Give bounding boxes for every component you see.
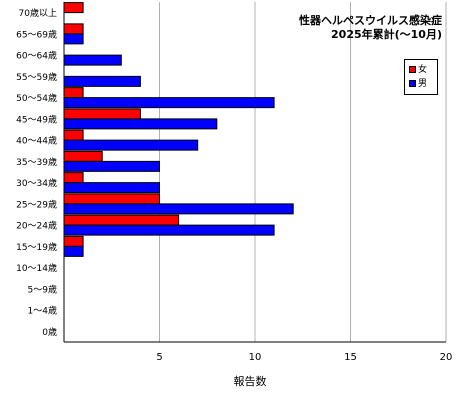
- x-tick-label: 15: [344, 352, 357, 363]
- bar-female: [63, 2, 84, 14]
- bar-female: [63, 172, 84, 184]
- y-tick-label: 65～69歳: [16, 28, 57, 40]
- bar-male: [63, 118, 218, 130]
- x-tick-label: 5: [156, 352, 162, 363]
- y-tick-label: 35～39歳: [16, 156, 57, 168]
- bar-male: [63, 160, 160, 172]
- y-tick-label: 60～64歳: [16, 50, 57, 62]
- bar-male: [63, 224, 275, 236]
- legend-swatch-female: [409, 66, 416, 73]
- y-tick-label: 20～24歳: [16, 220, 57, 232]
- chart-subtitle: 2025年累計(～10月): [331, 28, 442, 41]
- y-tick-label: 30～34歳: [16, 177, 57, 189]
- y-tick-label: 50～54歳: [16, 92, 57, 104]
- bar-male: [63, 75, 141, 87]
- chart-title: 性器ヘルペスウイルス感染症: [299, 14, 442, 27]
- legend: 女 男: [404, 59, 438, 95]
- y-tick-label: 1～4歳: [28, 305, 57, 317]
- y-tick-label: 70歳以上: [19, 7, 57, 19]
- y-tick-label: 45～49歳: [16, 113, 57, 125]
- legend-item-female: 女: [409, 65, 427, 75]
- y-tick-label: 10～14歳: [16, 262, 57, 274]
- bar-female: [63, 150, 103, 162]
- y-tick-label: 40～44歳: [16, 135, 57, 147]
- bar-female: [63, 235, 84, 247]
- bars: [63, 2, 294, 257]
- bar-female: [63, 108, 141, 120]
- legend-swatch-male: [409, 80, 416, 87]
- bar-male: [63, 33, 84, 45]
- x-tick-label: 10: [249, 352, 262, 363]
- legend-item-male: 男: [409, 79, 427, 89]
- legend-label-male: 男: [418, 79, 428, 89]
- bar-male: [63, 203, 294, 215]
- legend-label-female: 女: [418, 65, 428, 75]
- bar-male: [63, 139, 199, 151]
- y-tick-label: 55～59歳: [16, 71, 57, 83]
- bar-male: [63, 97, 275, 109]
- y-tick-label: 5～9歳: [28, 283, 57, 295]
- bar-female: [63, 129, 84, 141]
- x-tick-labels: 5 10 15 20: [156, 352, 452, 363]
- y-tick-labels: 70歳以上 65～69歳 60～64歳 55～59歳 50～54歳 45～49歳 40～44…: [16, 7, 57, 338]
- bar-female: [63, 87, 84, 99]
- gridlines: [159, 2, 447, 342]
- x-axis-label: 報告数: [234, 375, 267, 388]
- bar-male: [63, 54, 122, 66]
- y-tick-label: 0歳: [42, 326, 57, 338]
- bar-female: [63, 214, 180, 226]
- y-tick-label: 25～29歳: [16, 198, 57, 210]
- bar-female: [63, 23, 84, 35]
- bar-male: [63, 182, 160, 194]
- bar-female: [63, 193, 160, 205]
- x-tick-label: 20: [440, 352, 453, 363]
- bar-male: [63, 245, 84, 257]
- y-tick-label: 15～19歳: [16, 241, 57, 253]
